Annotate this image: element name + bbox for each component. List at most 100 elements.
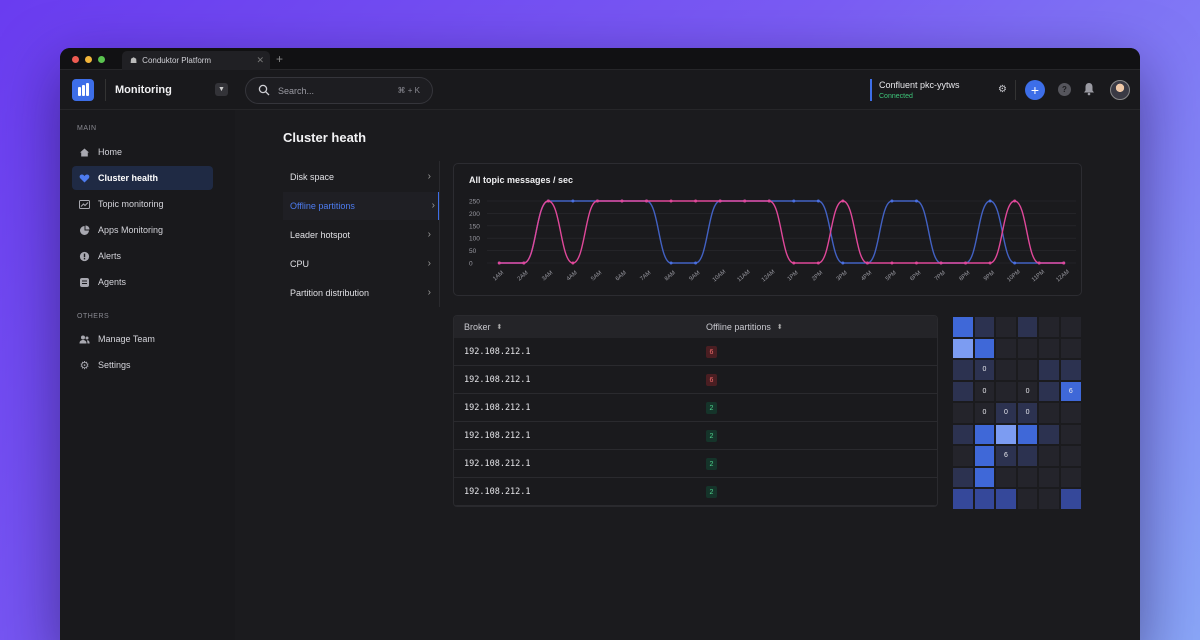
team-icon xyxy=(79,334,90,345)
heatmap-cell[interactable] xyxy=(1060,338,1082,360)
column-header-offline-partitions[interactable]: Offline partitions ⬍ xyxy=(696,316,938,338)
heatmap-cell[interactable] xyxy=(974,316,996,338)
heatmap-cell[interactable] xyxy=(995,316,1017,338)
table-row[interactable]: 192.108.212.1 2 xyxy=(454,478,938,506)
heatmap-cell[interactable]: 0 xyxy=(974,381,996,403)
heatmap-cell[interactable] xyxy=(1038,488,1060,510)
heatmap-cell[interactable] xyxy=(1038,316,1060,338)
heatmap-cell[interactable] xyxy=(1038,424,1060,446)
heatmap-cell[interactable]: 6 xyxy=(995,445,1017,467)
table-row[interactable]: 192.108.212.1 6 xyxy=(454,366,938,394)
cluster-name[interactable]: Confluent pkc-yytws xyxy=(879,80,960,90)
heatmap-cell[interactable] xyxy=(952,488,974,510)
heatmap-cell[interactable] xyxy=(952,402,974,424)
browser-tab[interactable]: ☗ Conduktor Platform ✕ xyxy=(122,51,270,70)
metric-item-leader-hotspot[interactable]: Leader hotspot › xyxy=(283,221,439,249)
sidebar-item-apps-monitoring[interactable]: Apps Monitoring xyxy=(72,218,213,242)
heatmap-cell[interactable] xyxy=(952,424,974,446)
heatmap-cell[interactable] xyxy=(952,338,974,360)
metric-item-offline-partitions[interactable]: Offline partitions › xyxy=(283,192,439,220)
heatmap-cell[interactable] xyxy=(1017,467,1039,489)
heatmap-cell[interactable] xyxy=(974,338,996,360)
heatmap-cell[interactable] xyxy=(1038,338,1060,360)
heatmap-cell[interactable] xyxy=(1017,488,1039,510)
help-icon[interactable]: ? xyxy=(1058,83,1071,96)
maximize-window-button[interactable] xyxy=(98,56,105,63)
heatmap-cell[interactable] xyxy=(952,359,974,381)
sidebar-item-alerts[interactable]: Alerts xyxy=(72,244,213,268)
y-tick-label: 150 xyxy=(469,223,480,230)
minimize-window-button[interactable] xyxy=(85,56,92,63)
heatmap-cell[interactable] xyxy=(995,359,1017,381)
heatmap-cell[interactable] xyxy=(995,424,1017,446)
cluster-settings-gear-icon[interactable]: ⚙ xyxy=(998,84,1007,95)
heatmap-cell[interactable] xyxy=(1017,338,1039,360)
sidebar-item-manage-team[interactable]: Manage Team xyxy=(72,327,213,351)
heatmap-cell[interactable] xyxy=(1060,424,1082,446)
heatmap-cell[interactable] xyxy=(1060,488,1082,510)
heatmap-cell[interactable] xyxy=(974,467,996,489)
heatmap-cell[interactable] xyxy=(974,488,996,510)
metric-item-label: Disk space xyxy=(290,172,334,182)
data-point xyxy=(1062,262,1065,265)
heatmap-cell[interactable] xyxy=(1038,359,1060,381)
notification-bell-icon[interactable] xyxy=(1083,82,1095,96)
add-button[interactable]: + xyxy=(1025,80,1045,100)
metric-item-cpu[interactable]: CPU › xyxy=(283,250,439,278)
heatmap-cell[interactable] xyxy=(952,381,974,403)
heatmap-cell[interactable] xyxy=(952,467,974,489)
search-shortcut: ⌘ + K xyxy=(398,86,420,95)
new-tab-icon[interactable]: + xyxy=(276,52,283,66)
table-row[interactable]: 192.108.212.1 2 xyxy=(454,394,938,422)
table-row[interactable]: 192.108.212.1 2 xyxy=(454,450,938,478)
heatmap-cell[interactable]: 0 xyxy=(995,402,1017,424)
data-point xyxy=(522,262,525,265)
sidebar-item-topic-monitoring[interactable]: Topic monitoring xyxy=(72,192,213,216)
heatmap-cell[interactable] xyxy=(1060,316,1082,338)
heatmap-cell[interactable] xyxy=(995,381,1017,403)
app-logo-icon[interactable] xyxy=(72,79,94,101)
heatmap-cell[interactable] xyxy=(1017,445,1039,467)
heatmap-cell[interactable] xyxy=(1038,381,1060,403)
heatmap-cell[interactable] xyxy=(1060,402,1082,424)
heatmap-cell[interactable] xyxy=(952,316,974,338)
heart-icon xyxy=(79,173,90,184)
heatmap-cell[interactable] xyxy=(974,424,996,446)
search-input[interactable]: Search... ⌘ + K xyxy=(245,77,433,104)
heatmap-cell[interactable]: 0 xyxy=(1017,381,1039,403)
heatmap-cell[interactable] xyxy=(1038,445,1060,467)
heatmap-cell[interactable]: 0 xyxy=(1017,402,1039,424)
user-avatar[interactable] xyxy=(1110,80,1130,100)
sidebar-item-home[interactable]: Home xyxy=(72,140,213,164)
close-window-button[interactable] xyxy=(72,56,79,63)
heatmap-cell[interactable] xyxy=(1017,359,1039,381)
sidebar-item-agents[interactable]: Agents xyxy=(72,270,213,294)
column-header-broker[interactable]: Broker ⬍ xyxy=(454,316,696,338)
heatmap-cell[interactable] xyxy=(974,445,996,467)
heatmap-cell[interactable] xyxy=(952,445,974,467)
table-row[interactable]: 192.108.212.1 2 xyxy=(454,422,938,450)
heatmap-cell[interactable]: 0 xyxy=(974,402,996,424)
heatmap-cell[interactable] xyxy=(1017,316,1039,338)
heatmap-cell[interactable] xyxy=(1017,424,1039,446)
table-row[interactable]: 192.108.212.1 6 xyxy=(454,338,938,366)
sidebar-item-settings[interactable]: ⚙ Settings xyxy=(72,353,213,377)
x-tick-label: 3AM xyxy=(541,270,554,282)
metric-item-disk-space[interactable]: Disk space › xyxy=(283,163,439,191)
heatmap-cell[interactable]: 6 xyxy=(1060,381,1082,403)
heatmap-cell[interactable] xyxy=(995,467,1017,489)
sidebar-item-cluster-health[interactable]: Cluster health xyxy=(72,166,213,190)
heatmap-cell[interactable] xyxy=(1060,467,1082,489)
heatmap-cell[interactable] xyxy=(1060,359,1082,381)
metric-item-partition-distribution[interactable]: Partition distribution › xyxy=(283,279,439,307)
header-divider xyxy=(105,79,106,101)
tab-close-icon[interactable]: ✕ xyxy=(256,55,264,66)
heatmap-cell[interactable] xyxy=(995,488,1017,510)
app-switcher-chevron-icon[interactable]: ▼ xyxy=(215,83,228,96)
heatmap-cell[interactable]: 0 xyxy=(974,359,996,381)
y-tick-label: 100 xyxy=(469,236,480,243)
heatmap-cell[interactable] xyxy=(1038,402,1060,424)
heatmap-cell[interactable] xyxy=(1038,467,1060,489)
heatmap-cell[interactable] xyxy=(1060,445,1082,467)
heatmap-cell[interactable] xyxy=(995,338,1017,360)
